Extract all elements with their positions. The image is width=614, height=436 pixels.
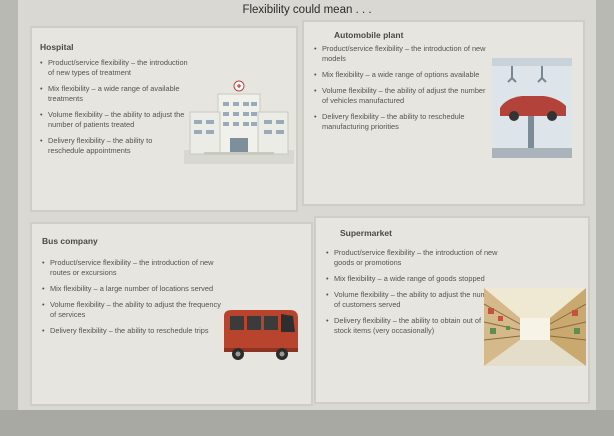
- hospital-heading: Hospital: [40, 42, 74, 52]
- slide-title: Flexibility could mean . . .: [242, 4, 372, 16]
- list-item: Volume flexibility – the ability to adju…: [40, 110, 190, 130]
- supermarket-heading: Supermarket: [340, 228, 392, 238]
- automobile-list: Product/service flexibility – the introd…: [314, 44, 486, 138]
- slide: Flexibility could mean . . . Hospital Pr…: [18, 0, 596, 410]
- list-item: Product/service flexibility – the introd…: [326, 248, 498, 268]
- list-item: Mix flexibility – a wide range of availa…: [40, 84, 190, 104]
- list-item: Delivery flexibility – the ability to re…: [314, 112, 486, 132]
- supermarket-box: Supermarket Product/service flexibility …: [314, 216, 590, 404]
- bus-icon: [224, 310, 298, 360]
- supermarket-aisle-icon: [484, 288, 586, 366]
- list-item: Product/service flexibility – the introd…: [40, 58, 190, 78]
- bus-box: Bus company Product/service flexibility …: [30, 222, 313, 406]
- list-item: Delivery flexibility – the ability to re…: [42, 326, 226, 336]
- list-item: Delivery flexibility – the ability to ob…: [326, 316, 498, 336]
- hospital-building-icon: [184, 80, 294, 164]
- automobile-heading: Automobile plant: [334, 30, 404, 40]
- supermarket-list: Product/service flexibility – the introd…: [326, 248, 498, 342]
- list-item: Delivery flexibility – the ability to re…: [40, 136, 190, 156]
- bus-list: Product/service flexibility – the introd…: [42, 258, 226, 342]
- list-item: Volume flexibility – the ability to adju…: [42, 300, 226, 320]
- hospital-box: Hospital Product/service flexibility – t…: [30, 26, 298, 212]
- bottom-band: [0, 410, 614, 436]
- list-item: Volume flexibility – the ability to adju…: [326, 290, 498, 310]
- list-item: Mix flexibility – a wide range of goods …: [326, 274, 498, 284]
- list-item: Product/service flexibility – the introd…: [314, 44, 486, 64]
- automobile-box: Automobile plant Product/service flexibi…: [302, 20, 585, 206]
- list-item: Product/service flexibility – the introd…: [42, 258, 226, 278]
- bus-heading: Bus company: [42, 236, 98, 246]
- list-item: Mix flexibility – a wide range of option…: [314, 70, 486, 80]
- list-item: Mix flexibility – a large number of loca…: [42, 284, 226, 294]
- list-item: Volume flexibility – the ability of adju…: [314, 86, 486, 106]
- car-assembly-icon: [492, 58, 572, 158]
- hospital-list: Product/service flexibility – the introd…: [40, 58, 190, 162]
